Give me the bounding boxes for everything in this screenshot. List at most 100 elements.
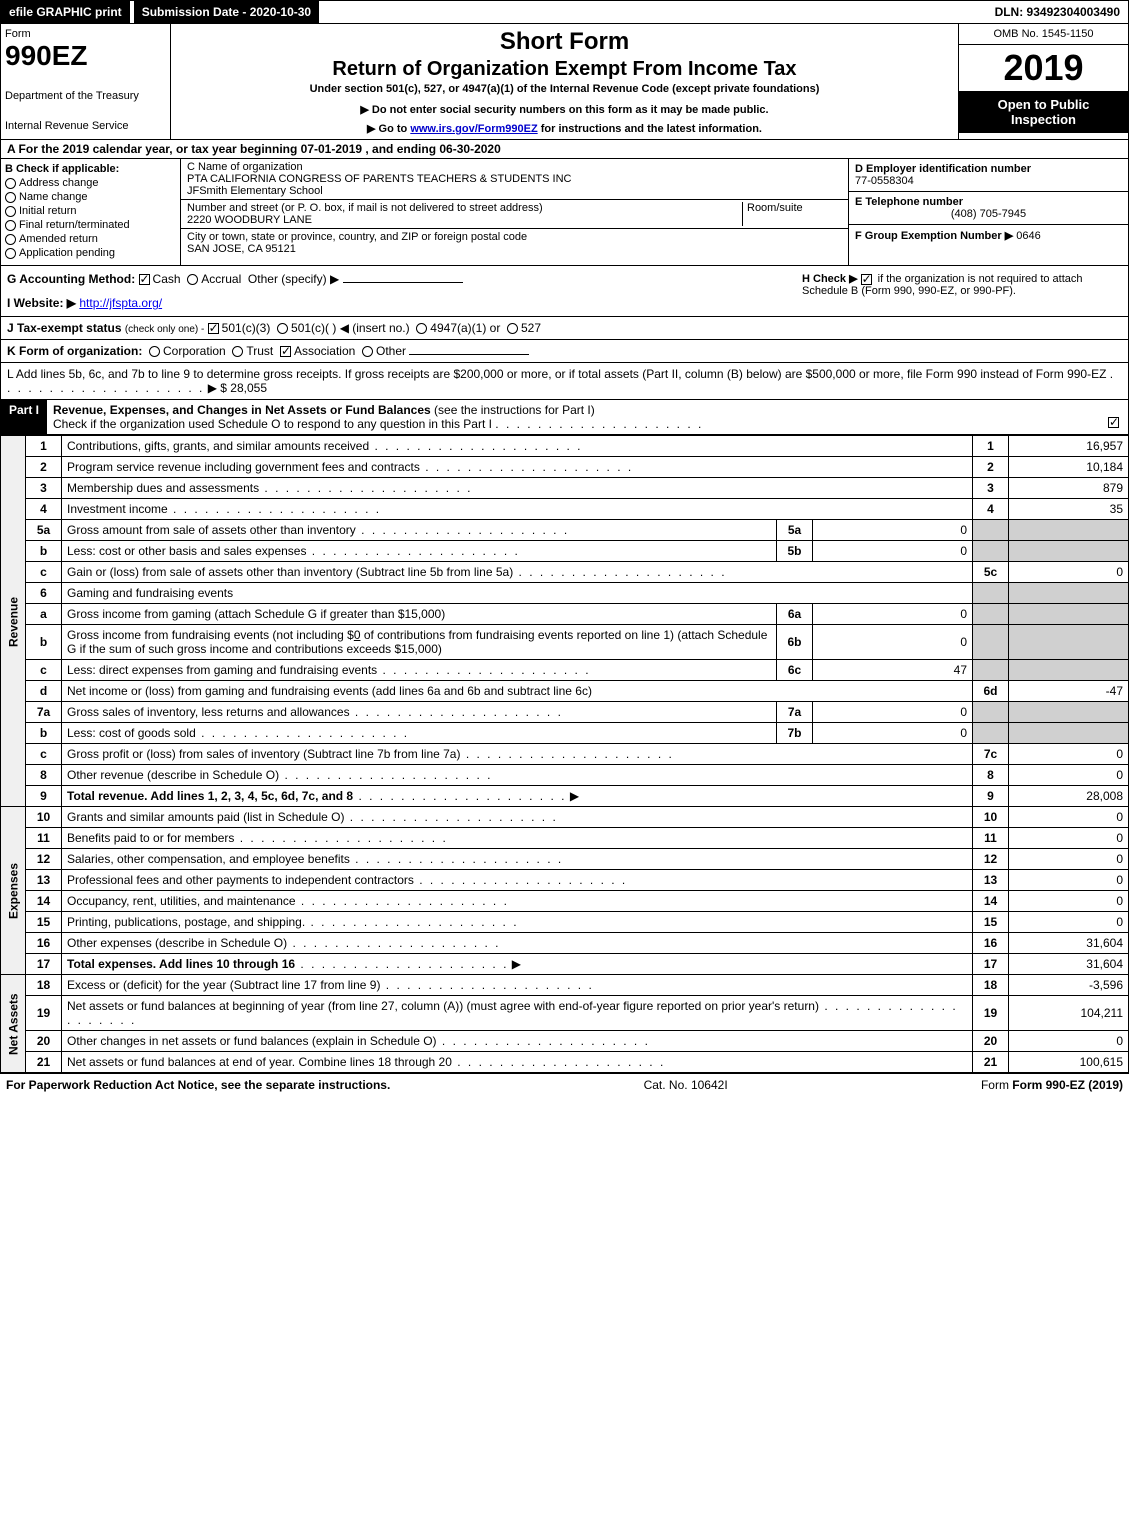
l16-rnum: 16	[973, 933, 1009, 954]
line-20: 20 Other changes in net assets or fund b…	[1, 1031, 1129, 1052]
l5a-vshade	[1009, 520, 1129, 541]
check-corp[interactable]	[149, 346, 160, 357]
page-footer: For Paperwork Reduction Act Notice, see …	[0, 1073, 1129, 1096]
org-name-2: JFSmith Elementary School	[187, 185, 842, 197]
l3-desc: Membership dues and assessments	[67, 481, 259, 495]
omb-number: OMB No. 1545-1150	[959, 24, 1128, 45]
l21-num: 21	[26, 1052, 62, 1073]
l7a-num: 7a	[26, 702, 62, 723]
l6a-desc: Gross income from gaming (attach Schedul…	[67, 607, 445, 621]
part1-title-block: Revenue, Expenses, and Changes in Net As…	[47, 400, 1128, 434]
l19-desc: Net assets or fund balances at beginning…	[67, 999, 819, 1013]
line-7c: c Gross profit or (loss) from sales of i…	[1, 744, 1129, 765]
l16-num: 16	[26, 933, 62, 954]
header-left: Form 990EZ Department of the Treasury In…	[1, 24, 171, 139]
check-h[interactable]	[861, 274, 872, 285]
l5c-desc: Gain or (loss) from sale of assets other…	[67, 565, 513, 579]
addr-value: 2220 WOODBURY LANE	[187, 214, 742, 226]
line-6: 6 Gaming and fundraising events	[1, 583, 1129, 604]
l21-val: 100,615	[1009, 1052, 1129, 1073]
under-section: Under section 501(c), 527, or 4947(a)(1)…	[175, 83, 954, 95]
l5a-sl: 5a	[777, 520, 813, 541]
h-label: H Check ▶	[802, 273, 858, 285]
org-city-row: City or town, state or province, country…	[181, 229, 848, 257]
check-application-pending[interactable]: Application pending	[5, 247, 176, 259]
l8-val: 0	[1009, 765, 1129, 786]
line-6d: d Net income or (loss) from gaming and f…	[1, 681, 1129, 702]
org-name-1: PTA CALIFORNIA CONGRESS OF PARENTS TEACH…	[187, 173, 842, 185]
row-j: J Tax-exempt status (check only one) - 5…	[0, 317, 1129, 340]
l7c-rnum: 7c	[973, 744, 1009, 765]
line-1: Revenue 1 Contributions, gifts, grants, …	[1, 436, 1129, 457]
line-4: 4 Investment income 4 35	[1, 499, 1129, 520]
l5b-sv: 0	[813, 541, 973, 562]
other-org-input[interactable]	[409, 354, 529, 355]
l3-rnum: 3	[973, 478, 1009, 499]
l14-num: 14	[26, 891, 62, 912]
line-8: 8 Other revenue (describe in Schedule O)…	[1, 765, 1129, 786]
group-label: F Group Exemption Number ▶	[855, 230, 1013, 242]
l12-val: 0	[1009, 849, 1129, 870]
check-other-org[interactable]	[362, 346, 373, 357]
check-amended-return[interactable]: Amended return	[5, 233, 176, 245]
check-trust[interactable]	[232, 346, 243, 357]
expenses-vert-label: Expenses	[1, 807, 26, 975]
room-suite-label: Room/suite	[742, 202, 842, 226]
goto-link[interactable]: www.irs.gov/Form990EZ	[410, 123, 537, 135]
check-schedule-o[interactable]	[1108, 417, 1119, 428]
row-k: K Form of organization: Corporation Trus…	[0, 340, 1129, 363]
line-15: 15 Printing, publications, postage, and …	[1, 912, 1129, 933]
do-not-enter: ▶ Do not enter social security numbers o…	[175, 103, 954, 116]
l7c-desc: Gross profit or (loss) from sales of inv…	[67, 747, 460, 761]
l5a-num: 5a	[26, 520, 62, 541]
l2-desc: Program service revenue including govern…	[67, 460, 420, 474]
l6d-val: -47	[1009, 681, 1129, 702]
l11-rnum: 11	[973, 828, 1009, 849]
cash-label: Cash	[153, 272, 181, 286]
dept-irs: Internal Revenue Service	[5, 120, 166, 132]
submission-date: Submission Date - 2020-10-30	[134, 1, 319, 23]
l1-val: 16,957	[1009, 436, 1129, 457]
l12-num: 12	[26, 849, 62, 870]
tel-value: (408) 705-7945	[855, 208, 1122, 220]
check-assoc[interactable]	[280, 346, 291, 357]
short-form-title: Short Form	[175, 28, 954, 56]
check-4947[interactable]	[416, 323, 427, 334]
l1-desc: Contributions, gifts, grants, and simila…	[67, 439, 369, 453]
check-address-change[interactable]: Address change	[5, 177, 176, 189]
l7a-rshade	[973, 702, 1009, 723]
check-initial-return[interactable]: Initial return	[5, 205, 176, 217]
l5b-desc: Less: cost or other basis and sales expe…	[67, 544, 306, 558]
l11-desc: Benefits paid to or for members	[67, 831, 234, 845]
check-527[interactable]	[507, 323, 518, 334]
goto-line: ▶ Go to www.irs.gov/Form990EZ for instru…	[175, 122, 954, 135]
check-501c[interactable]	[277, 323, 288, 334]
l5c-val: 0	[1009, 562, 1129, 583]
l6b-sl: 6b	[777, 625, 813, 660]
l21-desc: Net assets or fund balances at end of ye…	[67, 1055, 452, 1069]
row-g: G Accounting Method: Cash Accrual Other …	[7, 272, 802, 310]
check-accrual[interactable]	[187, 274, 198, 285]
group-value: 0646	[1016, 230, 1040, 242]
other-specify-input[interactable]	[343, 282, 463, 283]
check-name-change[interactable]: Name change	[5, 191, 176, 203]
l12-rnum: 12	[973, 849, 1009, 870]
efile-label[interactable]: efile GRAPHIC print	[1, 1, 130, 23]
k-trust: Trust	[246, 344, 273, 358]
l9-num: 9	[26, 786, 62, 807]
l17-val: 31,604	[1009, 954, 1129, 975]
website-link[interactable]: http://jfspta.org/	[79, 296, 162, 310]
l5a-desc: Gross amount from sale of assets other t…	[67, 523, 356, 537]
check-cash[interactable]	[139, 274, 150, 285]
line-12: 12 Salaries, other compensation, and emp…	[1, 849, 1129, 870]
l13-desc: Professional fees and other payments to …	[67, 873, 414, 887]
check-501c3[interactable]	[208, 323, 219, 334]
j-sub: (check only one) -	[125, 324, 204, 335]
l8-rnum: 8	[973, 765, 1009, 786]
j-opt4: 527	[521, 321, 541, 335]
l11-val: 0	[1009, 828, 1129, 849]
l17-arrow: ▶	[512, 957, 521, 971]
l6c-sv: 47	[813, 660, 973, 681]
col-b-checkboxes: B Check if applicable: Address change Na…	[1, 159, 181, 265]
check-final-return[interactable]: Final return/terminated	[5, 219, 176, 231]
